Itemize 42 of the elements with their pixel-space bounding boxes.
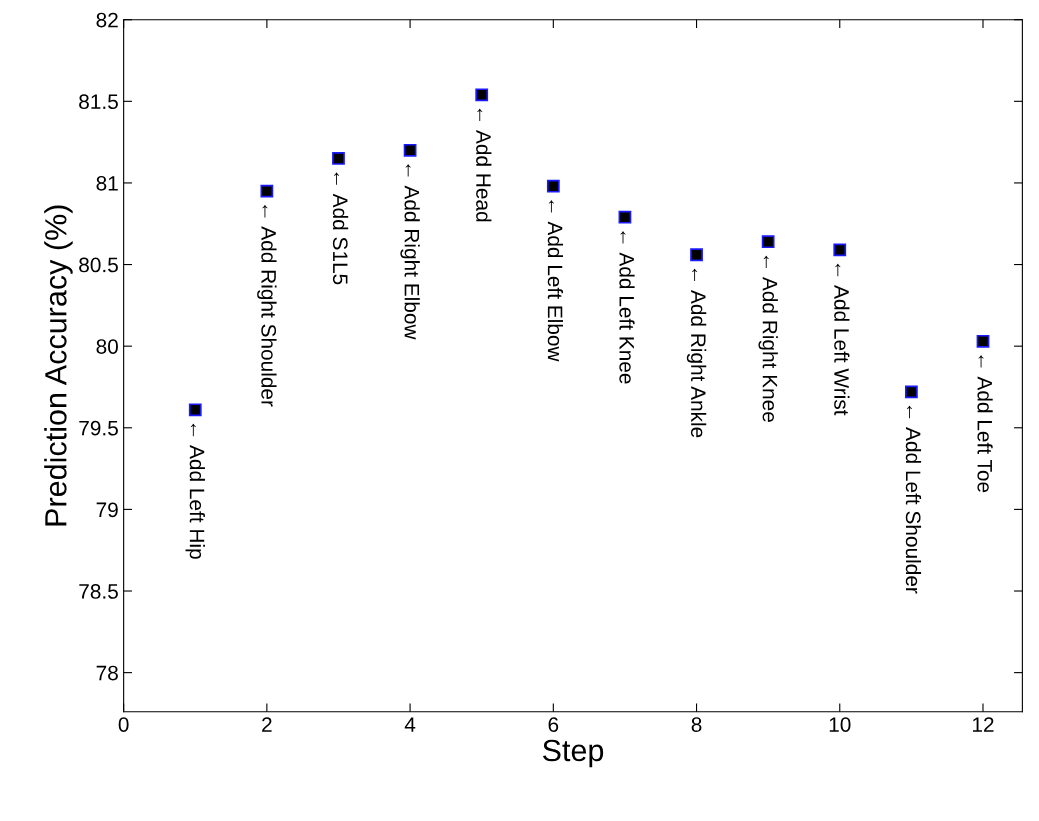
y-tick-label: 81 bbox=[96, 175, 118, 191]
x-axis-title: Step bbox=[542, 739, 604, 768]
y-tick-label: 78.5 bbox=[79, 584, 118, 599]
annotation: ← Add S1L5 bbox=[332, 172, 349, 285]
y-tick-label: 82 bbox=[96, 12, 118, 28]
point bbox=[332, 152, 345, 165]
y-tick-label: 78 bbox=[96, 665, 118, 681]
x-tick-label: 6 bbox=[548, 717, 559, 732]
annotation: ← Add Head bbox=[476, 108, 492, 222]
x-tick-label: 10 bbox=[829, 717, 851, 732]
point bbox=[188, 403, 202, 417]
y-tick-label: 79 bbox=[96, 502, 118, 518]
point bbox=[761, 235, 775, 249]
annotation: ← Add Right Shoulder bbox=[257, 205, 277, 407]
point bbox=[833, 243, 847, 257]
x-tick-label: 8 bbox=[691, 717, 702, 732]
point bbox=[618, 210, 632, 224]
annotation: ← Add Right Elbow bbox=[400, 164, 420, 340]
y-tick-label: 81.5 bbox=[79, 94, 118, 110]
y-tick-label: 80 bbox=[96, 339, 118, 354]
annotation: ← Add Left Wrist bbox=[834, 263, 850, 416]
annotation: ← Add Left Shoulder bbox=[905, 405, 922, 594]
x-tick-label: 12 bbox=[972, 717, 994, 732]
point bbox=[260, 184, 274, 198]
annotation: ← Add Left Hip bbox=[185, 423, 205, 559]
annotation: ← Add Left Elbow bbox=[547, 200, 564, 362]
point bbox=[976, 334, 990, 348]
annotation: ← Add Right Ankle bbox=[686, 268, 707, 438]
x-tick-label: 0 bbox=[118, 717, 129, 732]
point bbox=[546, 179, 560, 193]
annotation: ← Add Right Knee bbox=[758, 255, 778, 422]
point bbox=[475, 88, 489, 102]
y-tick-label: 80.5 bbox=[79, 257, 118, 273]
x-tick-label: 2 bbox=[262, 717, 272, 732]
annotation: ← Add Left Toe bbox=[977, 355, 993, 493]
point bbox=[904, 385, 918, 399]
x-tick-label: 4 bbox=[404, 717, 416, 732]
y-tick-label: 79.5 bbox=[79, 420, 118, 436]
y-axis-title: Prediction Accuracy (%) bbox=[44, 205, 73, 526]
point bbox=[690, 248, 703, 262]
annotation: ← Add Left Knee bbox=[619, 231, 635, 384]
point bbox=[403, 143, 417, 157]
